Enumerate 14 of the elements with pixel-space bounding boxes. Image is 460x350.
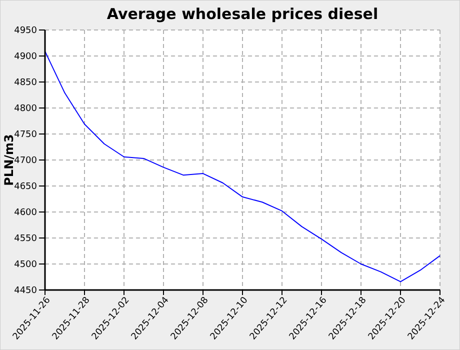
chart-title: Average wholesale prices diesel [106,5,378,23]
y-tick-label: 4500 [14,260,38,270]
y-tick-label: 4850 [14,78,38,88]
y-tick-label: 4800 [14,104,38,114]
y-tick-label: 4650 [14,182,38,192]
y-tick-label: 4900 [14,52,38,62]
y-tick-label: 4950 [14,26,38,36]
y-tick-label: 4700 [14,156,38,166]
y-axis-title: PLN/m3 [2,134,16,186]
line-series [44,50,440,282]
y-tick-label: 4550 [14,234,38,244]
y-tick-label: 4450 [14,286,38,296]
y-tick-label: 4750 [14,130,38,140]
y-tick-label: 4600 [14,208,38,218]
